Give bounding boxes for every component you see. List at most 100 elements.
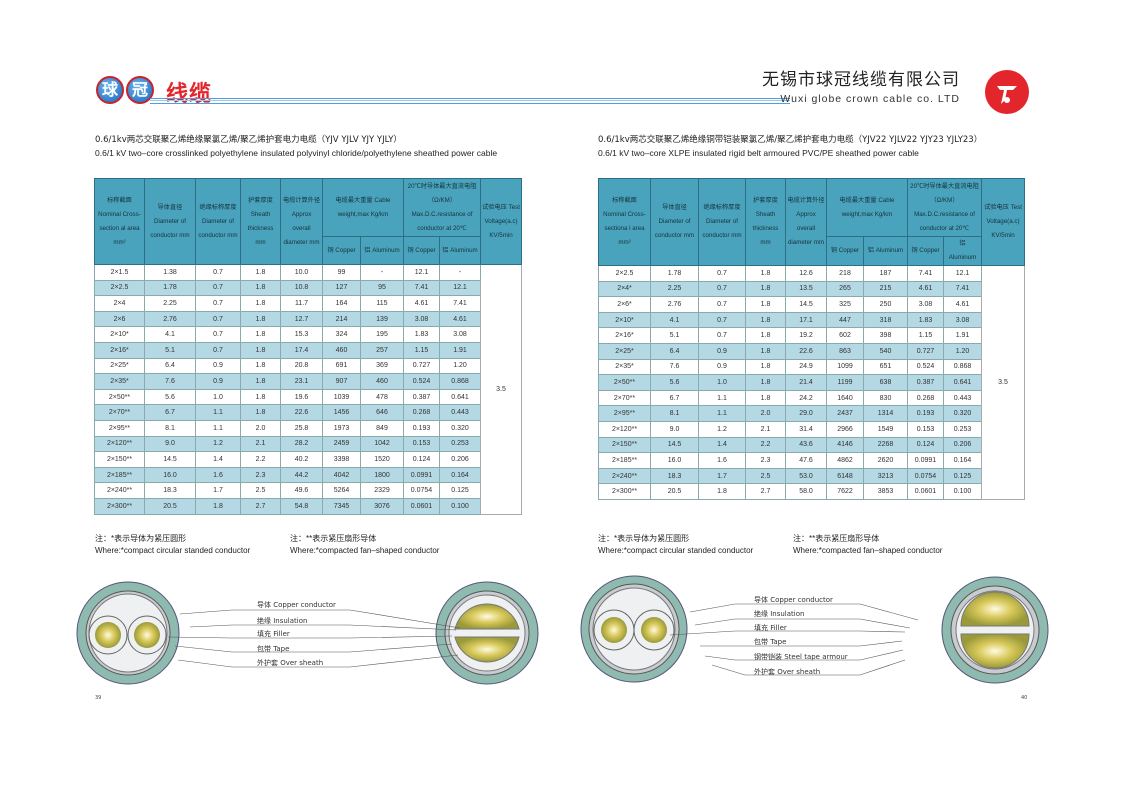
sub-column-header: 铜 Copper (322, 236, 361, 265)
table-cell: 0.7 (698, 311, 746, 329)
left-sector-cable-diagram (435, 581, 539, 685)
table-cell: 20.5 (144, 497, 196, 515)
column-header: 电缆计算外径 Approx overall diameter mm (785, 178, 827, 266)
table-row: 2×50** 5.6 1.0 1.8 21.4 1199 638 0.387 0.641 (598, 374, 1025, 391)
table-cell: 28.2 (280, 435, 323, 453)
table-cell: 0.0754 (907, 467, 944, 485)
table-cell: 0.253 (438, 435, 482, 453)
table-cell: 0.387 (907, 374, 944, 391)
sub-column-header: 铝 Aluminum (863, 236, 908, 266)
table-cell: 1314 (863, 405, 908, 422)
table-row: 2×185** 16.0 1.6 2.3 47.6 4862 2620 0.0991 0.164 (598, 452, 1025, 469)
column-header: 护套厚度 Sheath thickness mm (745, 178, 786, 266)
table-cell: 7.41 (403, 279, 440, 297)
column-header: 标称截面 Nominal Cross-sectiona l area mm² (598, 178, 651, 266)
sub-column-header: 铜 Copper (403, 236, 440, 265)
table-cell: 265 (826, 280, 864, 298)
table-cell: 0.206 (942, 436, 983, 454)
left-leader-lines (167, 609, 461, 668)
table-cell: 7.6 (144, 373, 196, 390)
table-cell: 1042 (360, 435, 404, 453)
right-title-cn: 0.6/1kv两芯交联聚乙烯绝缘铜带铠装聚氯乙烯/聚乙烯护套电力电缆（YJV22… (598, 135, 983, 145)
table-cell: 7345 (322, 497, 361, 515)
table-row: 2×25* 6.4 0.9 1.8 22.6 863 540 0.727 1.20 (598, 342, 1025, 360)
table-cell: 5.1 (144, 341, 196, 359)
label-tape: 包带 Tape (257, 644, 289, 653)
column-header: 电缆最大重量 Cable weight,max Kg/km (322, 178, 404, 237)
table-row: 2×35* 7.6 0.9 1.8 23.1 907 460 0.524 0.868 (94, 373, 522, 390)
table-cell: 2×2.5 (94, 279, 145, 297)
header-rule (150, 103, 790, 104)
sub-column-header: 铜 Copper (907, 236, 944, 266)
left-spec-table: 标称截面 Nominal Cross-section al area mm² 导体… (94, 178, 523, 515)
label-tape: 包带 Tape (754, 637, 786, 646)
table-cell: 1.6 (195, 466, 241, 484)
table-row: 2×120** 9.0 1.2 2.1 28.2 2459 1042 0.153 0.253 (94, 435, 522, 453)
table-cell: 9.0 (144, 435, 196, 453)
logo-ball-1: 球 (96, 76, 124, 104)
table-cell: 139 (360, 310, 404, 328)
label-over-sheath: 外护套 Over sheath (754, 667, 820, 676)
right-title-en: 0.6/1 kV two–core XLPE insulated rigid b… (598, 148, 919, 158)
right-component-labels: 导体 Copper conductor 绝缘 Insulation 填充 Fil… (754, 595, 848, 676)
table-row: 2×95** 8.1 1.1 2.0 25.8 1973 849 0.193 0.320 (94, 419, 522, 437)
right-spec-table: 标称截面 Nominal Cross-sectiona l area mm² 导体… (598, 178, 1026, 500)
table-cell: 460 (322, 341, 361, 359)
table-cell: 2×10* (598, 311, 651, 329)
table-cell: 1.8 (745, 374, 786, 391)
column-header: 试验电压 Test Voltage(a.c) KV/5min (480, 178, 523, 265)
brand-name: 线缆 (166, 82, 213, 107)
label-steel-tape-armour: 钢带铠装 Steel tape armour (754, 652, 848, 661)
table-cell: 1.8 (745, 280, 786, 298)
sub-column-header: 铜 Copper (826, 236, 864, 266)
right-note-1: 注：*表示导体为紧压圆形 Where:*compact circular stan… (598, 534, 754, 555)
table-cell: 0.7 (195, 310, 241, 328)
table-cell: 0.7 (698, 280, 746, 298)
company-name-cn: 无锡市球冠线缆有限公司 (762, 70, 960, 90)
left-title-en: 0.6/1 kV two–core crosslinked polyethyle… (95, 148, 498, 158)
page-number-left: 39 (95, 695, 102, 701)
table-row: 2×240** 18.3 1.7 2.5 53.0 6148 3213 0.0754 0.125 (598, 467, 1025, 485)
label-filler: 填充 Filler (257, 629, 290, 638)
table-cell: 1.15 (403, 341, 440, 359)
right-round-cable-diagram (580, 575, 688, 683)
table-cell: 4042 (322, 466, 361, 484)
table-cell: 0.100 (942, 483, 983, 500)
table-cell: 1.8 (745, 311, 786, 329)
table-cell: 43.6 (785, 436, 827, 454)
table-cell: 29.0 (785, 405, 827, 422)
left-note-2: 注：**表示紧压扇形导体 Where:*compacted fan–shaped … (290, 534, 440, 555)
company-name-en: Wuxi globe crown cable co. LTD (780, 93, 960, 105)
left-component-labels: 导体 Copper conductor 绝缘 Insulation 填充 Fil… (257, 600, 336, 667)
table-cell: 6.7 (144, 404, 196, 421)
header-rule (150, 98, 790, 99)
logo-mark-icon (986, 71, 1028, 113)
column-header: 导体直径 Diameter of conductor mm (650, 178, 699, 266)
page-number-right: 40 (1021, 695, 1028, 701)
table-cell: 460 (360, 373, 404, 390)
company-logo (985, 70, 1029, 114)
column-header: 试验电压 Test Voltage(a.c) KV/5min (981, 178, 1026, 266)
table-cell: 23.1 (280, 373, 323, 390)
label-copper-conductor: 导体 Copper conductor (257, 600, 336, 609)
table-cell: 1.8 (195, 497, 241, 515)
right-sector-cable-diagram (941, 576, 1049, 684)
table-cell: 0.268 (403, 404, 440, 421)
label-insulation: 绝缘 Insulation (754, 609, 804, 618)
table-cell: 1800 (360, 466, 404, 484)
label-copper-conductor: 导体 Copper conductor (754, 595, 833, 604)
table-cell: 0.727 (907, 342, 944, 360)
table-cell: 1.8 (240, 373, 281, 390)
column-header: 绝缘标称厚度 Diameter of conductor mm (698, 178, 746, 266)
table-row: 2×25* 6.4 0.9 1.8 20.8 691 369 0.727 1.20 (94, 357, 522, 375)
table-row: 2×300** 20.5 1.8 2.7 58.0 7622 3853 0.0601 0.100 (598, 483, 1025, 500)
table-row: 2×240** 18.3 1.7 2.5 49.6 5264 2329 0.0754 0.125 (94, 482, 522, 499)
table-cell: 1.83 (907, 311, 944, 329)
left-note-1: 注：*表示导体为紧压圆形 Where:*compact circular stan… (95, 534, 251, 555)
sub-column-header: 铝 Aluminum (942, 236, 983, 266)
table-cell: 7.41 (942, 280, 983, 298)
table-cell: 8.1 (650, 405, 699, 422)
table-cell: 0.9 (195, 373, 241, 390)
table-cell: 12.1 (438, 279, 482, 297)
